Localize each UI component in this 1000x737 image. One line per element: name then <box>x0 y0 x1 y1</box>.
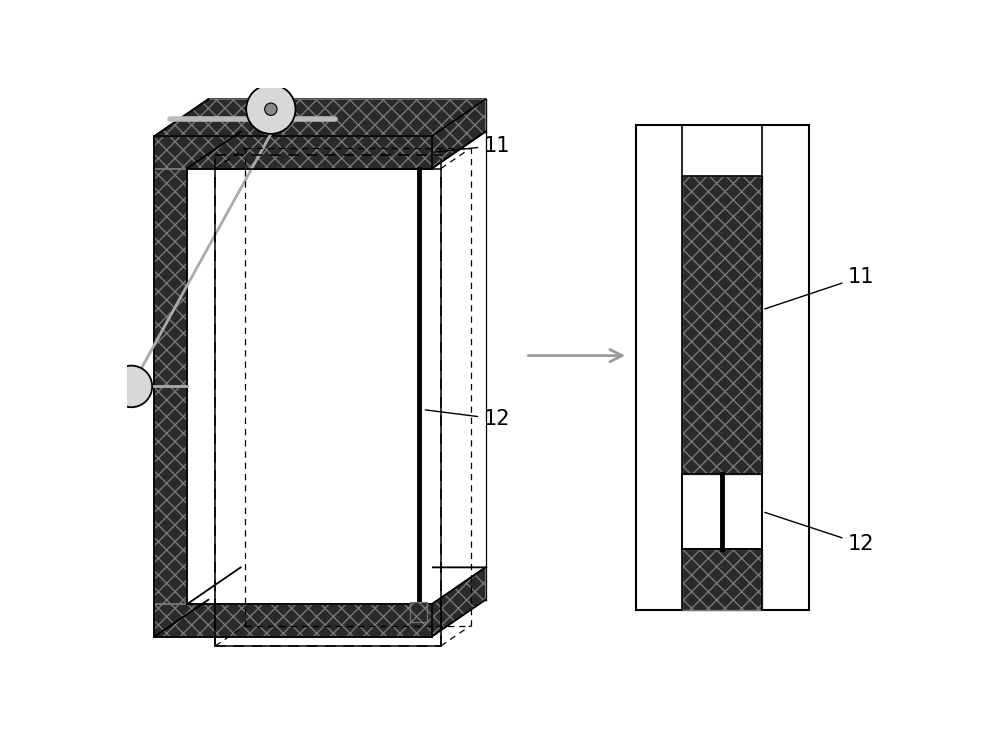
Polygon shape <box>208 99 486 132</box>
Text: 11: 11 <box>765 267 874 309</box>
Bar <box>154 136 432 169</box>
Polygon shape <box>154 99 486 136</box>
Text: 11: 11 <box>434 136 510 156</box>
Polygon shape <box>154 99 486 136</box>
Circle shape <box>265 103 277 116</box>
Bar <box>682 474 762 549</box>
Polygon shape <box>187 132 486 169</box>
Circle shape <box>111 366 152 408</box>
Circle shape <box>246 85 296 134</box>
Polygon shape <box>208 567 486 600</box>
Bar <box>187 169 432 604</box>
Polygon shape <box>432 99 486 169</box>
Bar <box>410 602 427 621</box>
Polygon shape <box>241 132 486 567</box>
Bar <box>682 549 762 609</box>
Polygon shape <box>208 132 241 567</box>
Bar <box>636 125 809 609</box>
Text: 12: 12 <box>765 512 874 554</box>
Polygon shape <box>187 567 486 604</box>
Bar <box>682 175 762 474</box>
Polygon shape <box>432 567 486 637</box>
Text: 12: 12 <box>425 409 510 429</box>
Bar <box>154 604 432 637</box>
Bar <box>154 169 187 604</box>
